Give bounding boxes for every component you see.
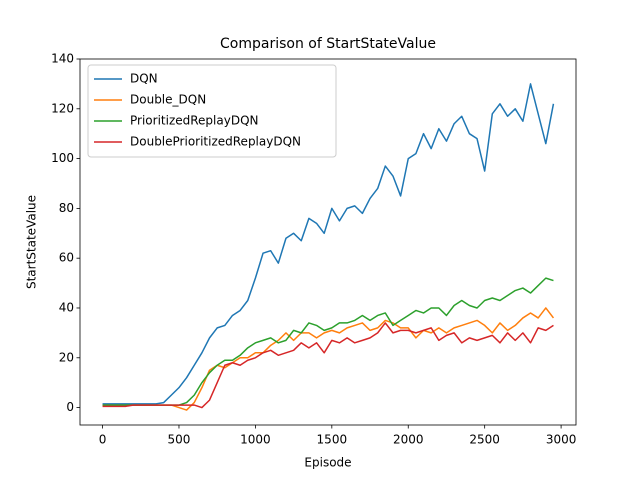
y-tick-label: 140: [51, 52, 74, 66]
plot-frame: [79, 58, 577, 426]
y-tick-label: 60: [59, 251, 74, 265]
y-tick-label: 20: [59, 350, 74, 364]
y-tick-label: 0: [66, 400, 74, 414]
legend-box: [87, 64, 337, 158]
x-tick-label: 500: [168, 433, 191, 447]
x-tick-label: 3000: [546, 433, 577, 447]
data-line: [102, 307, 555, 411]
y-tick-label: 40: [59, 300, 74, 314]
legend-label: DQN: [130, 72, 158, 86]
x-tick-label: 2500: [469, 433, 500, 447]
x-tick-label: 2000: [393, 433, 424, 447]
y-tick-label: 80: [59, 201, 74, 215]
y-tick-label: 120: [51, 101, 74, 115]
legend-label: DoublePrioritizedReplayDQN: [130, 135, 301, 149]
data-line: [102, 83, 555, 405]
x-tick-label: 1000: [240, 433, 271, 447]
legend-label: PrioritizedReplayDQN: [130, 114, 259, 128]
chart-title: Comparison of StartStateValue: [220, 36, 436, 52]
x-axis-label: Episode: [304, 456, 351, 470]
x-tick-label: 0: [99, 433, 107, 447]
y-tick-label: 100: [51, 151, 74, 165]
legend-label: Double_DQN: [130, 93, 206, 107]
data-line: [102, 322, 554, 409]
y-axis-label: StartStateValue: [25, 195, 39, 289]
x-tick-label: 1500: [317, 433, 348, 447]
